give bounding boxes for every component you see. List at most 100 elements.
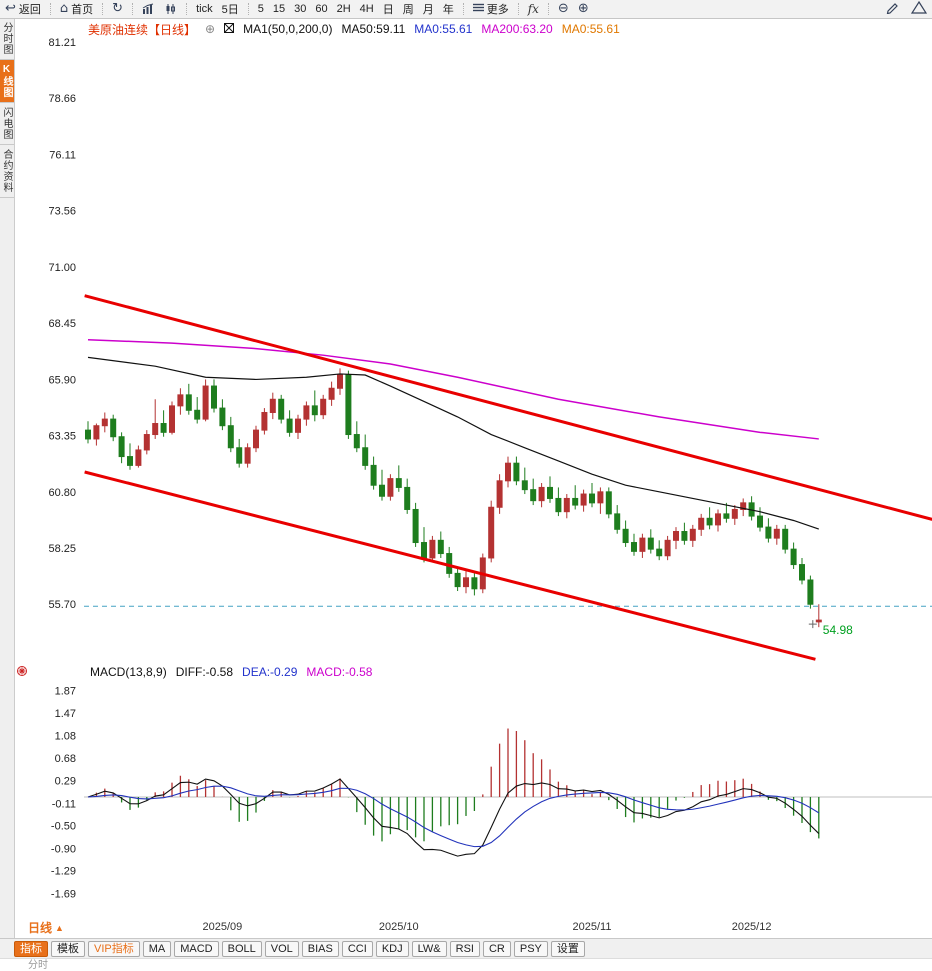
- home-label: 首页: [71, 4, 94, 16]
- back-icon: ↩: [5, 1, 16, 16]
- ma200-line: [87, 339, 819, 440]
- indicator-button-vol[interactable]: VOL: [264, 941, 299, 957]
- period-selector-label: 日线: [28, 921, 53, 935]
- svg-text:76.11: 76.11: [49, 149, 76, 161]
- indicator-button-ma[interactable]: MA: [142, 941, 172, 957]
- kline-chart-icon[interactable]: [164, 3, 177, 15]
- period-tick-button[interactable]: tick: [196, 3, 213, 15]
- svg-text:81.21: 81.21: [48, 37, 76, 49]
- back-label: 返回: [18, 4, 41, 16]
- svg-text:65.90: 65.90: [48, 374, 76, 386]
- settings-button[interactable]: 设置: [550, 941, 585, 957]
- draw-triangle-icon[interactable]: [910, 0, 928, 17]
- indicator-button-boll[interactable]: BOLL: [221, 941, 262, 957]
- macd-histogram: [95, 728, 820, 842]
- macd-diff-label: DIFF:-0.58: [175, 665, 234, 679]
- tab-indicators[interactable]: 指标: [14, 941, 48, 957]
- indicator-button-rsi[interactable]: RSI: [449, 941, 480, 957]
- svg-text:-0.90: -0.90: [51, 843, 76, 855]
- sidebar-tab-contract-info[interactable]: 合约资料: [0, 145, 14, 198]
- ma200-value-label: MA200:63.20: [481, 22, 553, 36]
- period-15-button[interactable]: 15: [272, 3, 286, 15]
- draw-pencil-icon[interactable]: [885, 1, 899, 17]
- period-30-button[interactable]: 30: [294, 3, 307, 15]
- toolbar-separator: [517, 3, 519, 15]
- chart-type-sidebar: 分时图 K线图 闪电图 合约资料: [0, 18, 15, 971]
- zoom-in-icon[interactable]: ⊕: [577, 1, 589, 16]
- bar-chart-icon[interactable]: [142, 3, 155, 15]
- svg-text:-0.50: -0.50: [51, 821, 76, 833]
- ma0-blue-value-label: MA0:55.61: [414, 22, 473, 36]
- status-bar: 分时: [0, 958, 932, 971]
- toolbar-separator: [132, 3, 134, 15]
- sidebar-tab-lightning-chart[interactable]: 闪电图: [0, 103, 14, 145]
- toolbar-separator: [547, 3, 549, 15]
- toolbar-separator: [102, 3, 104, 15]
- indicator-tag-icon[interactable]: [224, 22, 235, 36]
- svg-text:78.66: 78.66: [48, 93, 76, 105]
- period-60-button[interactable]: 60: [315, 3, 328, 15]
- more-menu-button[interactable]: 更多: [472, 1, 509, 17]
- trend-channel-lines: [84, 294, 932, 661]
- chart-canvas[interactable]: 81.21 78.66 76.11 73.56 71.00 68.45 65.90 63.35…: [14, 18, 932, 938]
- period-5-button[interactable]: 5: [257, 3, 264, 15]
- more-label: 更多: [486, 4, 509, 16]
- svg-text:2025/11: 2025/11: [573, 921, 612, 933]
- indicator-settings-icon[interactable]: [16, 664, 28, 682]
- refresh-icon: ↻: [112, 1, 124, 16]
- expand-plus-icon[interactable]: ⊕: [205, 22, 216, 36]
- chevron-up-icon: ▲: [55, 922, 64, 933]
- svg-text:71.00: 71.00: [48, 262, 76, 274]
- toolbar-separator: [186, 3, 188, 15]
- indicator-button-kdj[interactable]: KDJ: [375, 941, 409, 957]
- svg-text:55.70: 55.70: [48, 599, 76, 611]
- toolbar-separator: [462, 3, 464, 15]
- back-button[interactable]: ↩ 返回: [5, 1, 41, 17]
- period-day-button[interactable]: 日: [382, 4, 394, 16]
- price-axis-labels: 81.21 78.66 76.11 73.56 71.00 68.45 65.90 63.35…: [48, 37, 76, 611]
- zoom-out-icon[interactable]: ⊖: [557, 1, 569, 16]
- last-price-label: 54.98: [823, 623, 853, 637]
- indicator-button-lw[interactable]: LW&: [411, 941, 447, 957]
- ma0-orange-value-label: MA0:55.61: [561, 22, 620, 36]
- period-2h-button[interactable]: 2H: [336, 3, 351, 15]
- home-button[interactable]: ⌂ 首页: [60, 1, 93, 17]
- period-5day-button[interactable]: 5日: [221, 4, 239, 16]
- sidebar-tab-kline-chart[interactable]: K线图: [0, 60, 14, 103]
- macd-axis-labels: 1.87 1.47 1.08 0.68 0.29 -0.11 -0.50 -0.90 -1.29…: [51, 685, 76, 900]
- toolbar-separator: [247, 3, 249, 15]
- refresh-button[interactable]: ↻: [112, 1, 124, 16]
- svg-text:1.47: 1.47: [55, 708, 76, 720]
- candles: [85, 368, 822, 628]
- menu-icon: [472, 3, 484, 15]
- period-month-button[interactable]: 月: [422, 4, 434, 16]
- sidebar-tab-time-chart[interactable]: 分时图: [0, 18, 14, 60]
- period-4h-button[interactable]: 4H: [359, 3, 374, 15]
- svg-text:2025/10: 2025/10: [379, 921, 419, 933]
- indicator-button-cci[interactable]: CCI: [341, 941, 373, 957]
- indicator-button-bias[interactable]: BIAS: [301, 941, 339, 957]
- macd-value-label: MACD:-0.58: [306, 665, 373, 679]
- ma50-value-label: MA50:59.11: [341, 22, 406, 36]
- indicator-button-psy[interactable]: PSY: [513, 941, 548, 957]
- indicator-button-cr[interactable]: CR: [482, 941, 511, 957]
- svg-text:0.68: 0.68: [55, 753, 76, 765]
- macd-diff-line: [87, 778, 820, 857]
- svg-text:1.08: 1.08: [55, 730, 76, 742]
- indicator-button-macd[interactable]: MACD: [174, 941, 219, 957]
- status-left-label: 分时: [28, 960, 48, 971]
- period-selector-dropdown[interactable]: 日线 ▲: [28, 919, 64, 936]
- macd-dea-label: DEA:-0.29: [242, 665, 298, 679]
- symbol-title: 美原油连续【日线】: [88, 22, 197, 37]
- period-year-button[interactable]: 年: [442, 4, 454, 16]
- period-week-button[interactable]: 周: [402, 4, 414, 16]
- formula-fx-button[interactable]: fx: [527, 2, 539, 16]
- svg-text:73.56: 73.56: [48, 206, 76, 218]
- tab-vip-indicators[interactable]: VIP指标: [88, 941, 140, 957]
- ma-settings-label: MA1(50,0,200,0): [243, 22, 333, 36]
- svg-text:-1.29: -1.29: [51, 866, 76, 878]
- svg-text:63.35: 63.35: [48, 431, 76, 443]
- macd-title-label: MACD(13,8,9): [90, 665, 167, 679]
- ma50-line: [87, 356, 819, 530]
- tab-templates[interactable]: 模板: [51, 941, 85, 957]
